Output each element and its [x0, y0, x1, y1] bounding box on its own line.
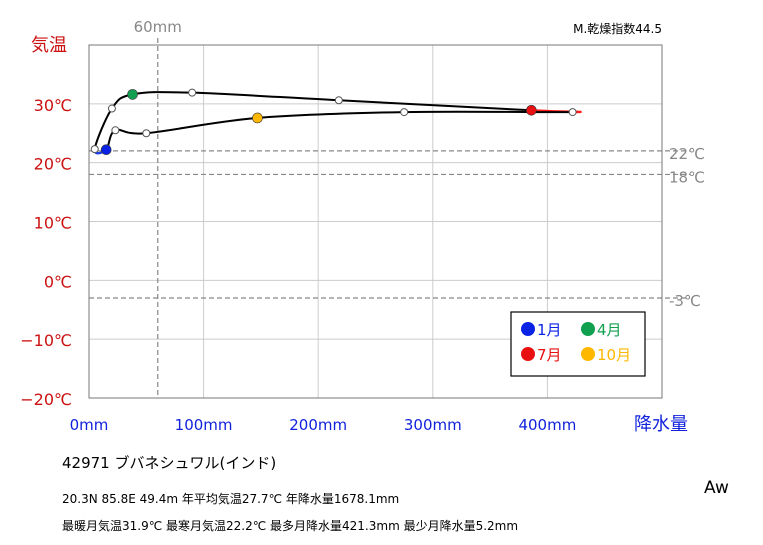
legend-marker [581, 322, 595, 336]
legend-marker [521, 322, 535, 336]
legend-label: 4月 [597, 321, 622, 339]
climograph-chart: 22℃ 18℃ -3℃ 60mm 30℃ 20℃ 10℃ 0℃ −10℃ −20℃ 0mm 100m… [20, 18, 705, 435]
legend-label: 1月 [537, 321, 562, 339]
y-tick-label: −10℃ [20, 331, 72, 350]
y-tick-label: 20℃ [34, 155, 72, 174]
y-tick-label: 30℃ [34, 96, 72, 115]
station-header: 42971 ブバネシュワル(インド) [62, 454, 277, 472]
y-axis-title: 気温 [31, 35, 67, 56]
month-marker-7 [526, 105, 537, 116]
month-marker-4 [127, 89, 138, 100]
station-summary-2: 最暖月気温31.9℃ 最寒月気温22.2℃ 最多月降水量421.3mm 最少月降… [62, 519, 519, 533]
legend-marker [521, 347, 535, 361]
month-point-3 [107, 104, 116, 113]
month-point-9 [400, 108, 409, 117]
month-point-6 [334, 96, 343, 105]
x-tick-label: 100mm [175, 416, 233, 434]
plot-frame [88, 44, 663, 399]
x-tick-label: 400mm [518, 416, 576, 434]
reference-label-temp: 22℃ [669, 145, 705, 163]
y-tick-label: 0℃ [44, 272, 72, 291]
series-line-segment [146, 116, 258, 135]
month-point-11 [142, 129, 151, 138]
legend-label: 7月 [537, 346, 562, 364]
month-point-5 [188, 88, 197, 97]
month-marker-1 [100, 144, 112, 156]
legend-label: 10月 [597, 346, 631, 364]
x-tick-label: 0mm [70, 416, 109, 434]
climate-class: Aw [704, 478, 729, 498]
x-tick-label: 200mm [289, 416, 347, 434]
series-line-segment [257, 111, 405, 119]
dryness-index: M.乾燥指数44.5 [573, 21, 662, 36]
legend-marker [581, 347, 595, 361]
y-tick-label: −20℃ [20, 390, 72, 409]
series-line-segment [338, 99, 532, 112]
x-axis-title: 降水量 [634, 414, 688, 435]
reference-label-temp: 18℃ [669, 168, 705, 186]
y-tick-label: 10℃ [34, 214, 72, 233]
month-point-12 [111, 126, 120, 135]
reference-label-precip: 60mm [134, 18, 182, 36]
reference-label-temp: -3℃ [669, 292, 701, 310]
x-tick-label: 300mm [404, 416, 462, 434]
legend-box [510, 311, 646, 377]
month-marker-10 [252, 112, 263, 124]
series-line-segment [192, 91, 339, 102]
month-point-8 [568, 108, 577, 117]
month-point-2 [90, 145, 99, 154]
station-summary-1: 20.3N 85.8E 49.4m 年平均気温27.7℃ 年降水量1678.1m… [62, 492, 400, 506]
